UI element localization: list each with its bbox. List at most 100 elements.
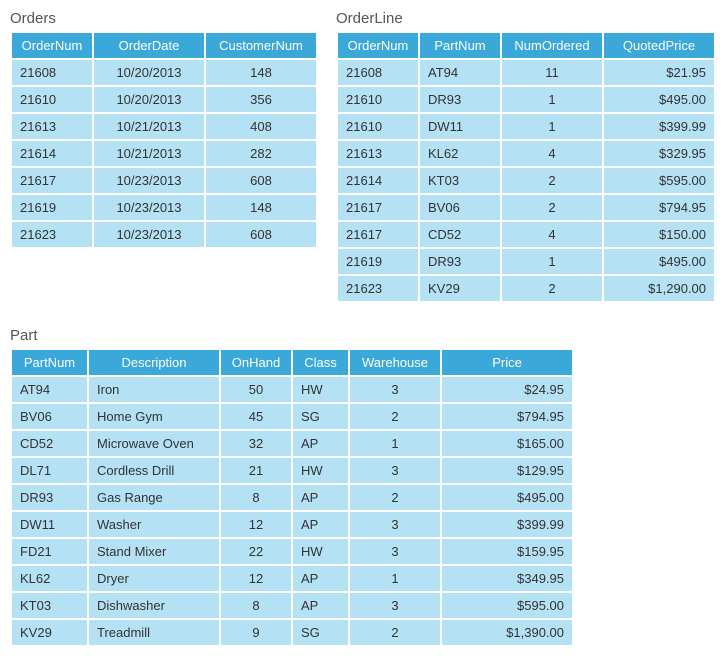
table-cell: Washer (89, 512, 219, 537)
table-cell: $329.95 (604, 141, 714, 166)
table-row: FD21Stand Mixer22HW3$159.95 (12, 539, 572, 564)
table-cell: 148 (206, 195, 316, 220)
table-cell: 21613 (12, 114, 92, 139)
table-cell: AP (293, 566, 348, 591)
table-row: BV06Home Gym45SG2$794.95 (12, 404, 572, 429)
orderline-col-quotedprice: QuotedPrice (604, 33, 714, 58)
table-cell: 3 (350, 539, 440, 564)
table-cell: HW (293, 377, 348, 402)
table-row: KV29Treadmill9SG2$1,390.00 (12, 620, 572, 645)
orders-body: 2160810/20/20131482161010/20/20133562161… (12, 60, 316, 247)
table-cell: 1 (502, 87, 602, 112)
table-row: 21619DR931$495.00 (338, 249, 714, 274)
table-cell: SG (293, 404, 348, 429)
table-cell: $159.95 (442, 539, 572, 564)
table-cell: AP (293, 512, 348, 537)
table-cell: KL62 (420, 141, 500, 166)
table-cell: BV06 (420, 195, 500, 220)
table-cell: 10/20/2013 (94, 60, 204, 85)
table-cell: 2 (502, 195, 602, 220)
table-cell: 4 (502, 222, 602, 247)
table-cell: FD21 (12, 539, 87, 564)
table-cell: $495.00 (604, 87, 714, 112)
part-col-warehouse: Warehouse (350, 350, 440, 375)
table-cell: $794.95 (604, 195, 714, 220)
table-cell: 45 (221, 404, 291, 429)
table-row: 21623KV292$1,290.00 (338, 276, 714, 301)
table-row: DR93Gas Range8AP2$495.00 (12, 485, 572, 510)
table-cell: DL71 (12, 458, 87, 483)
table-cell: 4 (502, 141, 602, 166)
table-cell: AT94 (420, 60, 500, 85)
table-cell: HW (293, 539, 348, 564)
table-cell: 3 (350, 512, 440, 537)
table-row: 21613KL624$329.95 (338, 141, 714, 166)
table-cell: 1 (350, 431, 440, 456)
table-cell: DR93 (12, 485, 87, 510)
table-row: 2162310/23/2013608 (12, 222, 316, 247)
table-cell: 21608 (338, 60, 418, 85)
table-cell: CD52 (12, 431, 87, 456)
table-cell: 21613 (338, 141, 418, 166)
table-row: 21610DR931$495.00 (338, 87, 714, 112)
table-cell: 282 (206, 141, 316, 166)
table-cell: 21617 (338, 195, 418, 220)
table-cell: 21623 (338, 276, 418, 301)
table-cell: 356 (206, 87, 316, 112)
table-cell: 12 (221, 566, 291, 591)
table-cell: 608 (206, 168, 316, 193)
table-cell: Cordless Drill (89, 458, 219, 483)
table-cell: Treadmill (89, 620, 219, 645)
table-row: 21617BV062$794.95 (338, 195, 714, 220)
table-cell: Dishwasher (89, 593, 219, 618)
part-col-onhand: OnHand (221, 350, 291, 375)
table-cell: 21610 (338, 114, 418, 139)
table-cell: $165.00 (442, 431, 572, 456)
table-cell: $399.99 (604, 114, 714, 139)
table-cell: 21617 (338, 222, 418, 247)
table-cell: 10/21/2013 (94, 141, 204, 166)
table-cell: 21619 (12, 195, 92, 220)
table-cell: DW11 (420, 114, 500, 139)
table-cell: Iron (89, 377, 219, 402)
table-cell: 148 (206, 60, 316, 85)
table-cell: 10/23/2013 (94, 195, 204, 220)
table-row: CD52Microwave Oven32AP1$165.00 (12, 431, 572, 456)
table-cell: 408 (206, 114, 316, 139)
orders-col-orderdate: OrderDate (94, 33, 204, 58)
table-row: 21614KT032$595.00 (338, 168, 714, 193)
table-cell: Home Gym (89, 404, 219, 429)
table-cell: 2 (350, 620, 440, 645)
table-cell: 608 (206, 222, 316, 247)
table-cell: AT94 (12, 377, 87, 402)
orderline-table: OrderNumPartNumNumOrderedQuotedPrice 216… (336, 31, 716, 303)
table-cell: 2 (350, 404, 440, 429)
orders-block: Orders OrderNumOrderDateCustomerNum 2160… (10, 10, 318, 249)
table-cell: 3 (350, 458, 440, 483)
table-cell: 10/21/2013 (94, 114, 204, 139)
table-cell: $1,290.00 (604, 276, 714, 301)
table-cell: 11 (502, 60, 602, 85)
orders-title: Orders (10, 10, 318, 27)
table-row: 2160810/20/2013148 (12, 60, 316, 85)
table-cell: 9 (221, 620, 291, 645)
table-cell: $495.00 (442, 485, 572, 510)
table-cell: KV29 (12, 620, 87, 645)
table-cell: 21617 (12, 168, 92, 193)
table-cell: SG (293, 620, 348, 645)
table-cell: 2 (502, 276, 602, 301)
table-row: 21608AT9411$21.95 (338, 60, 714, 85)
part-table: PartNumDescriptionOnHandClassWarehousePr… (10, 348, 574, 647)
table-cell: 10/20/2013 (94, 87, 204, 112)
table-cell: $129.95 (442, 458, 572, 483)
part-block: Part PartNumDescriptionOnHandClassWareho… (10, 327, 716, 647)
table-cell: AP (293, 593, 348, 618)
table-cell: $595.00 (442, 593, 572, 618)
table-row: KT03Dishwasher8AP3$595.00 (12, 593, 572, 618)
orderline-header-row: OrderNumPartNumNumOrderedQuotedPrice (338, 33, 714, 58)
table-cell: 12 (221, 512, 291, 537)
table-cell: BV06 (12, 404, 87, 429)
table-cell: 2 (350, 485, 440, 510)
orderline-title: OrderLine (336, 10, 716, 27)
orderline-col-numordered: NumOrdered (502, 33, 602, 58)
